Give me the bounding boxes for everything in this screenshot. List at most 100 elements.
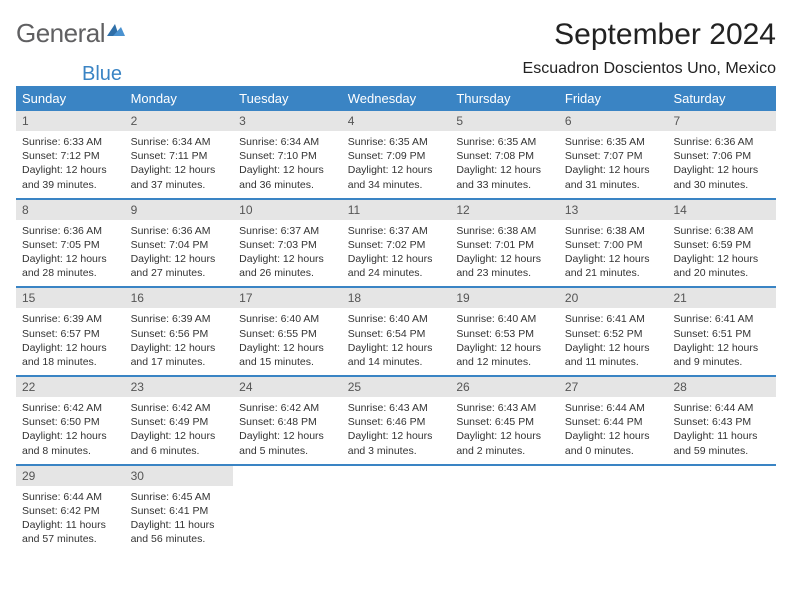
month-title: September 2024 — [554, 18, 776, 52]
day-number: 11 — [342, 200, 451, 220]
sunrise-text: Sunrise: 6:36 AM — [22, 224, 119, 238]
cell-body: Sunrise: 6:41 AMSunset: 6:51 PMDaylight:… — [667, 308, 776, 375]
sunrise-text: Sunrise: 6:43 AM — [348, 401, 445, 415]
sunset-text: Sunset: 6:55 PM — [239, 327, 336, 341]
daylight-text: Daylight: 11 hours and 57 minutes. — [22, 518, 119, 546]
calendar-cell: 30Sunrise: 6:45 AMSunset: 6:41 PMDayligh… — [125, 466, 234, 554]
day-number: 29 — [16, 466, 125, 486]
sunset-text: Sunset: 6:48 PM — [239, 415, 336, 429]
sunrise-text: Sunrise: 6:44 AM — [673, 401, 770, 415]
calendar-cell: 9Sunrise: 6:36 AMSunset: 7:04 PMDaylight… — [125, 200, 234, 287]
day-header-sunday: Sunday — [16, 86, 125, 111]
cell-body: Sunrise: 6:37 AMSunset: 7:02 PMDaylight:… — [342, 220, 451, 287]
sunset-text: Sunset: 7:06 PM — [673, 149, 770, 163]
day-header-tuesday: Tuesday — [233, 86, 342, 111]
sunrise-text: Sunrise: 6:37 AM — [239, 224, 336, 238]
day-header-thursday: Thursday — [450, 86, 559, 111]
calendar-cell: 3Sunrise: 6:34 AMSunset: 7:10 PMDaylight… — [233, 111, 342, 198]
daylight-text: Daylight: 12 hours and 27 minutes. — [131, 252, 228, 280]
sunset-text: Sunset: 7:12 PM — [22, 149, 119, 163]
sunrise-text: Sunrise: 6:38 AM — [673, 224, 770, 238]
daylight-text: Daylight: 12 hours and 15 minutes. — [239, 341, 336, 369]
sunset-text: Sunset: 6:41 PM — [131, 504, 228, 518]
day-number: 10 — [233, 200, 342, 220]
sunset-text: Sunset: 6:44 PM — [565, 415, 662, 429]
calendar-cell: 4Sunrise: 6:35 AMSunset: 7:09 PMDaylight… — [342, 111, 451, 198]
daylight-text: Daylight: 12 hours and 14 minutes. — [348, 341, 445, 369]
calendar-cell: 28Sunrise: 6:44 AMSunset: 6:43 PMDayligh… — [667, 377, 776, 464]
daylight-text: Daylight: 12 hours and 17 minutes. — [131, 341, 228, 369]
day-number: 9 — [125, 200, 234, 220]
sunrise-text: Sunrise: 6:36 AM — [673, 135, 770, 149]
day-number: 4 — [342, 111, 451, 131]
daylight-text: Daylight: 12 hours and 5 minutes. — [239, 429, 336, 457]
sunset-text: Sunset: 6:57 PM — [22, 327, 119, 341]
daylight-text: Daylight: 12 hours and 0 minutes. — [565, 429, 662, 457]
sunset-text: Sunset: 7:00 PM — [565, 238, 662, 252]
sunset-text: Sunset: 6:52 PM — [565, 327, 662, 341]
day-number: 23 — [125, 377, 234, 397]
calendar-cell: 13Sunrise: 6:38 AMSunset: 7:00 PMDayligh… — [559, 200, 668, 287]
daylight-text: Daylight: 12 hours and 6 minutes. — [131, 429, 228, 457]
cell-body: Sunrise: 6:44 AMSunset: 6:44 PMDaylight:… — [559, 397, 668, 464]
sunset-text: Sunset: 7:10 PM — [239, 149, 336, 163]
cell-body: Sunrise: 6:38 AMSunset: 6:59 PMDaylight:… — [667, 220, 776, 287]
location-text: Escuadron Doscientos Uno, Mexico — [523, 60, 776, 78]
sunrise-text: Sunrise: 6:44 AM — [565, 401, 662, 415]
cell-body: Sunrise: 6:37 AMSunset: 7:03 PMDaylight:… — [233, 220, 342, 287]
calendar-cell: 29Sunrise: 6:44 AMSunset: 6:42 PMDayligh… — [16, 466, 125, 554]
sunrise-text: Sunrise: 6:40 AM — [239, 312, 336, 326]
sunset-text: Sunset: 6:54 PM — [348, 327, 445, 341]
calendar-cell: 17Sunrise: 6:40 AMSunset: 6:55 PMDayligh… — [233, 288, 342, 375]
calendar-cell: 11Sunrise: 6:37 AMSunset: 7:02 PMDayligh… — [342, 200, 451, 287]
day-number: 1 — [16, 111, 125, 131]
day-number: 5 — [450, 111, 559, 131]
sunrise-text: Sunrise: 6:34 AM — [239, 135, 336, 149]
calendar-cell: 15Sunrise: 6:39 AMSunset: 6:57 PMDayligh… — [16, 288, 125, 375]
sunrise-text: Sunrise: 6:42 AM — [239, 401, 336, 415]
day-number: 16 — [125, 288, 234, 308]
daylight-text: Daylight: 12 hours and 23 minutes. — [456, 252, 553, 280]
cell-body: Sunrise: 6:35 AMSunset: 7:08 PMDaylight:… — [450, 131, 559, 198]
calendar-cell — [450, 466, 559, 554]
sunset-text: Sunset: 6:50 PM — [22, 415, 119, 429]
calendar-cell: 16Sunrise: 6:39 AMSunset: 6:56 PMDayligh… — [125, 288, 234, 375]
day-header-row: SundayMondayTuesdayWednesdayThursdayFrid… — [16, 86, 776, 111]
cell-body: Sunrise: 6:42 AMSunset: 6:48 PMDaylight:… — [233, 397, 342, 464]
daylight-text: Daylight: 12 hours and 11 minutes. — [565, 341, 662, 369]
sunrise-text: Sunrise: 6:39 AM — [131, 312, 228, 326]
sunrise-text: Sunrise: 6:42 AM — [22, 401, 119, 415]
day-number: 18 — [342, 288, 451, 308]
daylight-text: Daylight: 12 hours and 33 minutes. — [456, 163, 553, 191]
sunrise-text: Sunrise: 6:35 AM — [456, 135, 553, 149]
sunrise-text: Sunrise: 6:38 AM — [456, 224, 553, 238]
day-number: 3 — [233, 111, 342, 131]
logo-triangle-icon — [107, 22, 125, 36]
week-row: 22Sunrise: 6:42 AMSunset: 6:50 PMDayligh… — [16, 377, 776, 466]
sunrise-text: Sunrise: 6:45 AM — [131, 490, 228, 504]
sunset-text: Sunset: 6:49 PM — [131, 415, 228, 429]
cell-body: Sunrise: 6:36 AMSunset: 7:04 PMDaylight:… — [125, 220, 234, 287]
calendar-cell — [342, 466, 451, 554]
cell-body: Sunrise: 6:36 AMSunset: 7:06 PMDaylight:… — [667, 131, 776, 198]
day-number: 15 — [16, 288, 125, 308]
title-block: September 2024 — [554, 18, 776, 52]
sunrise-text: Sunrise: 6:35 AM — [348, 135, 445, 149]
calendar-cell: 19Sunrise: 6:40 AMSunset: 6:53 PMDayligh… — [450, 288, 559, 375]
sunrise-text: Sunrise: 6:34 AM — [131, 135, 228, 149]
day-number: 24 — [233, 377, 342, 397]
daylight-text: Daylight: 12 hours and 30 minutes. — [673, 163, 770, 191]
week-row: 29Sunrise: 6:44 AMSunset: 6:42 PMDayligh… — [16, 466, 776, 554]
daylight-text: Daylight: 12 hours and 34 minutes. — [348, 163, 445, 191]
sunset-text: Sunset: 7:04 PM — [131, 238, 228, 252]
cell-body: Sunrise: 6:39 AMSunset: 6:56 PMDaylight:… — [125, 308, 234, 375]
daylight-text: Daylight: 12 hours and 31 minutes. — [565, 163, 662, 191]
cell-body: Sunrise: 6:42 AMSunset: 6:50 PMDaylight:… — [16, 397, 125, 464]
daylight-text: Daylight: 12 hours and 37 minutes. — [131, 163, 228, 191]
logo-blue-text: Blue — [82, 63, 122, 86]
cell-body: Sunrise: 6:35 AMSunset: 7:09 PMDaylight:… — [342, 131, 451, 198]
sunrise-text: Sunrise: 6:42 AM — [131, 401, 228, 415]
sunrise-text: Sunrise: 6:41 AM — [673, 312, 770, 326]
logo: General — [16, 18, 125, 49]
daylight-text: Daylight: 12 hours and 39 minutes. — [22, 163, 119, 191]
